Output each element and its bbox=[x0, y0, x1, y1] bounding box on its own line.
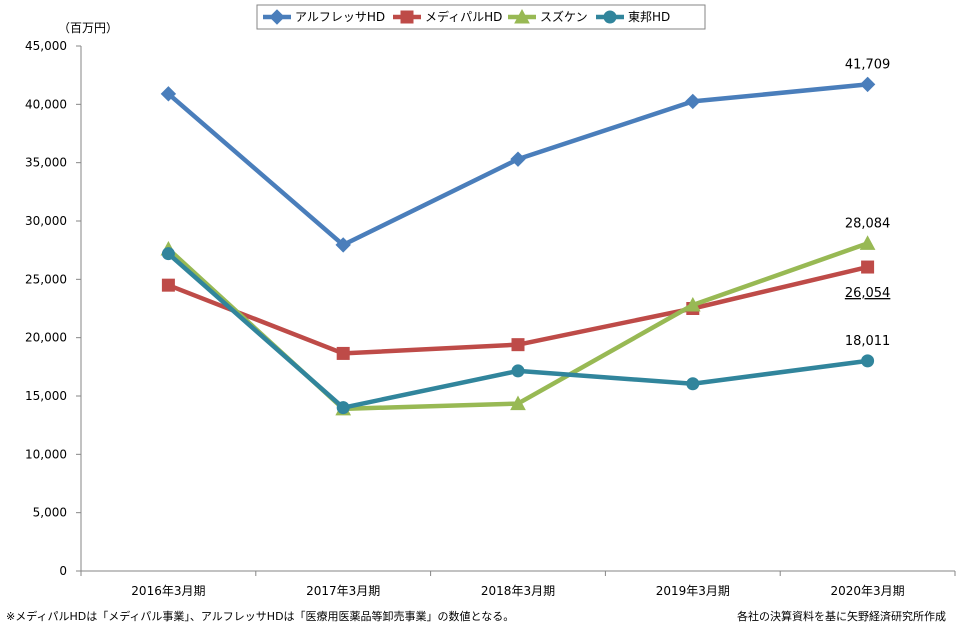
y-tick-label: 45,000 bbox=[25, 39, 67, 53]
data-point bbox=[335, 237, 351, 253]
data-point bbox=[161, 247, 175, 261]
legend-item: スズケン bbox=[508, 8, 588, 24]
data-label: 28,084 bbox=[845, 216, 891, 231]
x-tick-label: 2018年3月期 bbox=[481, 584, 555, 598]
series-4 bbox=[161, 247, 875, 415]
legend-item: メディパルHD bbox=[393, 9, 502, 24]
x-tick-label: 2020年3月期 bbox=[831, 584, 905, 598]
legend-marker bbox=[269, 9, 285, 25]
legend-item: 東邦HD bbox=[596, 10, 670, 24]
x-tick-label: 2019年3月期 bbox=[656, 584, 730, 598]
y-tick-label: 0 bbox=[59, 564, 67, 578]
legend-label: アルフレッサHD bbox=[295, 10, 385, 24]
y-tick-label: 10,000 bbox=[25, 447, 67, 461]
series-line bbox=[166, 251, 870, 410]
data-point bbox=[511, 364, 525, 378]
data-label: 18,011 bbox=[845, 334, 891, 349]
y-axis-unit-label: （百万円） bbox=[58, 21, 118, 35]
y-tick-label: 20,000 bbox=[25, 331, 67, 345]
data-point bbox=[685, 93, 701, 110]
legend-label: スズケン bbox=[540, 9, 588, 24]
data-label: 41,709 bbox=[845, 57, 891, 72]
data-point bbox=[859, 235, 876, 250]
chart-axes: 0 5,000 10,000 15,000 20,000 25,000 30,000 35,0… bbox=[25, 39, 956, 598]
data-point bbox=[861, 354, 875, 368]
y-tick-label: 25,000 bbox=[25, 272, 67, 286]
x-tick-label: 2017年3月期 bbox=[306, 584, 380, 598]
data-point bbox=[684, 296, 701, 312]
y-tick-label: 15,000 bbox=[25, 389, 67, 403]
data-point bbox=[859, 76, 876, 93]
legend-item: アルフレッサHD bbox=[263, 9, 385, 25]
data-point bbox=[161, 278, 175, 292]
legend-label: 東邦HD bbox=[628, 10, 670, 24]
data-point bbox=[336, 401, 350, 415]
data-point bbox=[511, 338, 525, 352]
legend-label: メディパルHD bbox=[425, 9, 502, 24]
legend-marker bbox=[603, 10, 617, 24]
data-point bbox=[686, 377, 700, 391]
data-point bbox=[160, 86, 177, 102]
series-2 bbox=[161, 260, 875, 360]
data-point bbox=[861, 260, 875, 274]
footnote-left: ※メディパルHDは「メディパル事業」、アルフレッサHDは「医療用医薬品等卸売事業… bbox=[6, 610, 515, 623]
legend-box bbox=[256, 4, 706, 30]
data-point bbox=[510, 151, 526, 167]
legend-marker bbox=[400, 10, 414, 24]
data-point bbox=[336, 346, 350, 360]
chart-legend: アルフレッサHD メディパルHD スズケン 東邦HD bbox=[256, 4, 706, 30]
series-1 bbox=[160, 76, 876, 253]
data-point bbox=[510, 395, 526, 411]
chart-series bbox=[160, 76, 876, 416]
y-tick-label: 35,000 bbox=[25, 156, 67, 170]
legend-marker bbox=[514, 8, 530, 24]
data-label: 26,054 bbox=[845, 286, 891, 301]
y-tick-label: 5,000 bbox=[33, 506, 67, 520]
footnote-source: 各社の決算資料を基に矢野経済研究所作成 bbox=[737, 610, 946, 623]
y-tick-label: 30,000 bbox=[25, 214, 67, 228]
x-tick-label: 2016年3月期 bbox=[131, 584, 205, 598]
y-tick-label: 40,000 bbox=[25, 97, 67, 111]
chart-data-labels: 41,709 28,084 26,054 18,011 bbox=[845, 57, 891, 348]
